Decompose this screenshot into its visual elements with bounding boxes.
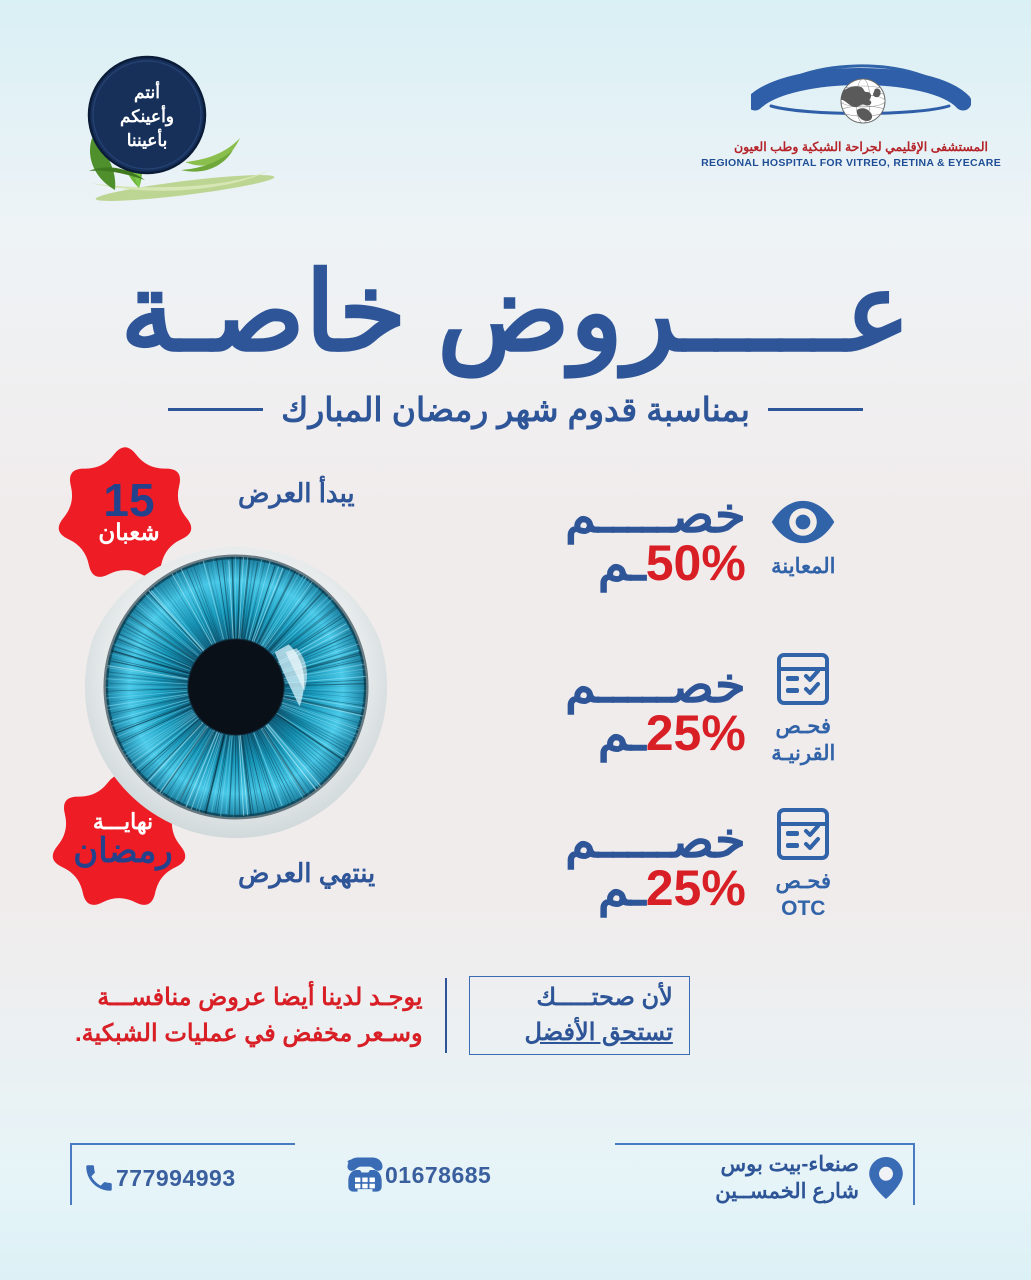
svg-text:بأعيننا: بأعيننا — [127, 127, 168, 150]
svg-text:وأعينكم: وأعينكم — [120, 104, 174, 127]
svg-text:أنتم: أنتم — [134, 80, 160, 103]
